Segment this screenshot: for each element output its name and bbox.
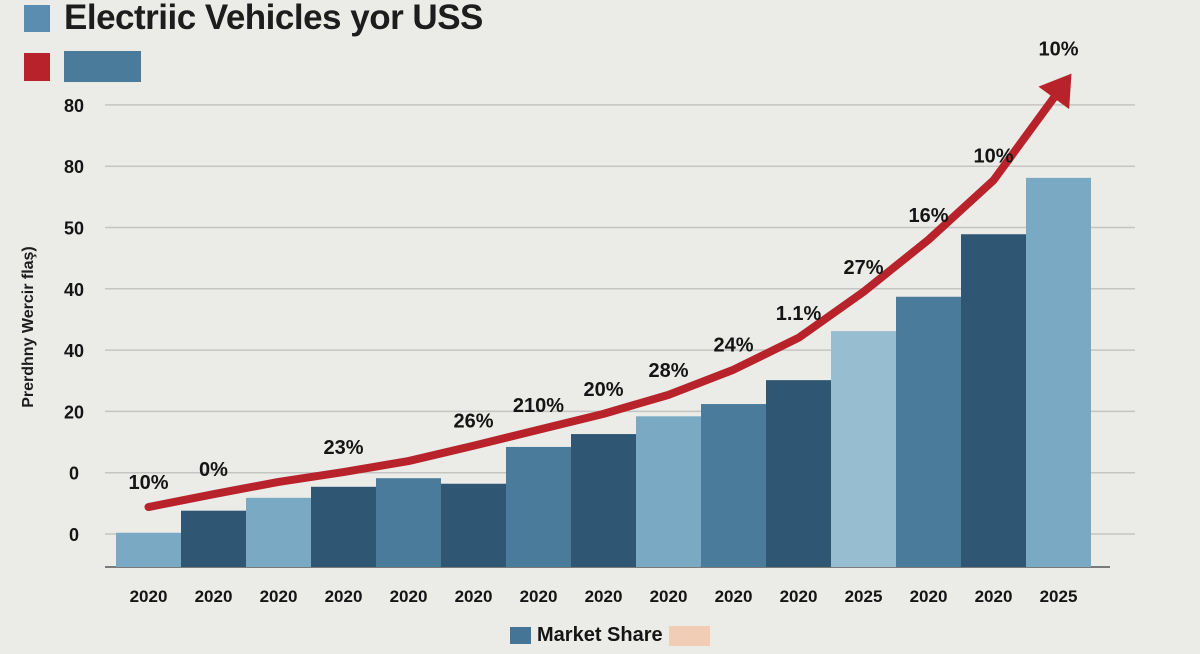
bar — [636, 416, 701, 567]
y-tick-label: 40 — [64, 341, 84, 361]
x-tick-label: 2020 — [650, 587, 688, 606]
x-tick-label: 2020 — [520, 587, 558, 606]
x-tick-label: 2020 — [975, 587, 1013, 606]
x-tick-label: 2020 — [260, 587, 298, 606]
x-tick-label: 2025 — [845, 587, 883, 606]
legend-swatch-blue-bar — [64, 51, 141, 82]
trend-arrow-head — [1038, 73, 1072, 110]
y-tick-label: 40 — [64, 280, 84, 300]
legend-label: Market Share — [537, 624, 663, 646]
x-tick-label: 2020 — [780, 587, 818, 606]
x-tick-label: 2020 — [130, 587, 168, 606]
bar — [506, 446, 571, 567]
data-label: 24% — [713, 335, 753, 357]
data-label: 1.1% — [776, 303, 822, 325]
x-tick-label: 2020 — [585, 587, 623, 606]
bar — [376, 478, 441, 567]
data-label: 10% — [973, 145, 1013, 167]
x-tick-label: 2025 — [1040, 587, 1078, 606]
legend-swatch-red — [24, 53, 50, 81]
data-label: 26% — [453, 411, 493, 433]
title-legend-swatch-blue — [24, 5, 50, 32]
x-tick-label: 2020 — [325, 587, 363, 606]
data-label: 28% — [648, 360, 688, 382]
bar — [441, 483, 506, 567]
trend-line — [144, 93, 1058, 512]
y-tick-label: 50 — [64, 219, 84, 239]
chart-title: Electriic Vehicles yor USS — [64, 0, 483, 37]
x-tick-label: 2020 — [390, 587, 428, 606]
y-tick-label: 0 — [69, 525, 79, 545]
data-label: 0% — [199, 459, 228, 481]
bar — [181, 510, 246, 567]
data-label: 10% — [128, 472, 168, 494]
x-tick-label: 2020 — [715, 587, 753, 606]
x-tick-label: 2020 — [195, 587, 233, 606]
bar — [1026, 177, 1091, 568]
data-label: 27% — [843, 257, 883, 279]
bar — [766, 380, 831, 567]
bar — [701, 404, 766, 567]
legend: Market Share — [510, 624, 710, 647]
bar — [116, 532, 181, 567]
data-label: 16% — [908, 205, 948, 227]
bar — [896, 296, 961, 567]
y-tick-label: 80 — [64, 96, 84, 116]
x-tick-label: 2020 — [455, 587, 493, 606]
data-label: 20% — [583, 379, 623, 401]
bar — [246, 497, 311, 567]
y-tick-label: 0 — [69, 464, 79, 484]
data-label: 23% — [323, 437, 363, 459]
y-tick-label: 20 — [64, 402, 84, 422]
legend-swatch-market-share — [510, 627, 531, 644]
bar — [571, 434, 636, 567]
bar — [311, 486, 376, 567]
data-label: 210% — [513, 395, 564, 417]
bar — [831, 331, 896, 567]
y-tick-label: 80 — [64, 157, 84, 177]
bar — [961, 234, 1026, 568]
x-tick-label: 2020 — [910, 587, 948, 606]
legend-swatch-peach — [668, 625, 710, 646]
data-label: 10% — [1038, 39, 1078, 61]
